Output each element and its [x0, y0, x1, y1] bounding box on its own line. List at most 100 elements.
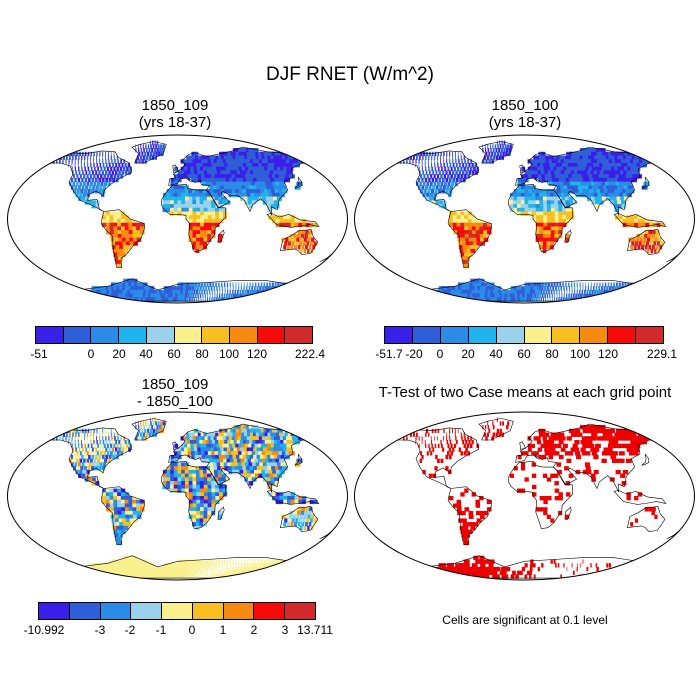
grid-cell [630, 219, 635, 224]
grid-cell [644, 507, 649, 512]
grid-cell [298, 241, 302, 246]
grid-cell [254, 181, 260, 186]
grid-cell [604, 574, 611, 579]
grid-cell [587, 297, 592, 302]
grid-cell [196, 204, 201, 209]
grid-cell [113, 507, 119, 512]
grid-cell [290, 499, 295, 505]
grid-cell [294, 222, 299, 228]
map-border [354, 134, 695, 304]
grid-cell [466, 245, 472, 250]
grid-cell [286, 215, 292, 220]
grid-cell [293, 510, 297, 516]
grid-cell [431, 159, 432, 164]
grid-cell [199, 196, 205, 201]
grid-cell [551, 174, 557, 179]
grid-cell [580, 440, 587, 445]
grid-cell [96, 451, 100, 456]
grid-cell [562, 297, 565, 302]
grid-cell [653, 241, 657, 246]
grid-cell [128, 222, 133, 228]
grid-cell [199, 200, 205, 205]
grid-cell [122, 522, 128, 527]
grid-cell [237, 570, 241, 575]
grid-cell [628, 237, 632, 242]
grid-cell [260, 559, 263, 564]
grid-cell [288, 451, 295, 456]
grid-cell [214, 289, 216, 295]
grid-cell [488, 159, 491, 164]
grid-cell [445, 454, 449, 460]
grid-cell [614, 189, 620, 194]
grid-cell [136, 559, 143, 564]
grid-cell [203, 230, 208, 235]
grid-cell [652, 230, 656, 235]
grid-cell [182, 289, 186, 295]
grid-cell [645, 219, 650, 224]
grid-cell [542, 289, 545, 295]
grid-cell [420, 189, 424, 194]
grid-cell [188, 207, 194, 213]
grid-cell [199, 481, 205, 486]
coastline-eurasia [168, 423, 317, 493]
grid-cell [105, 170, 108, 175]
grid-cell [177, 196, 182, 201]
grid-cell [450, 297, 460, 302]
grid-cell [84, 428, 87, 434]
grid-cell [212, 570, 213, 575]
grid-cell [631, 241, 635, 246]
grid-cell [568, 151, 575, 157]
grid-cell [553, 559, 556, 564]
grid-cell [229, 155, 236, 160]
grid-cell [207, 233, 212, 239]
grid-cell [155, 144, 158, 149]
grid-cell [187, 570, 190, 575]
grid-cell [654, 248, 657, 254]
grid-cell [461, 159, 463, 164]
colorbar-1-tick-label: 60 [167, 347, 181, 361]
grid-cell [184, 570, 188, 575]
grid-cell [184, 293, 188, 298]
grid-cell [75, 469, 79, 475]
grid-cell [203, 473, 208, 478]
grid-cell [84, 166, 86, 172]
grid-cell [93, 174, 96, 179]
grid-cell [407, 286, 418, 291]
grid-cell [197, 570, 199, 575]
grid-cell [218, 211, 224, 216]
grid-cell [132, 514, 138, 519]
grid-cell [211, 174, 216, 179]
grid-cell [264, 458, 271, 463]
grid-cell [273, 473, 279, 478]
grid-cell [446, 163, 449, 168]
grid-cell [99, 163, 102, 168]
grid-cell [224, 174, 230, 179]
grid-cell [467, 211, 473, 216]
grid-cell [114, 436, 116, 441]
coastline-greenland [478, 141, 514, 164]
grid-cell [191, 466, 197, 471]
grid-cell [249, 170, 256, 175]
grid-cell [246, 566, 250, 572]
grid-cell [307, 237, 311, 242]
grid-cell [578, 174, 584, 179]
grid-cell [203, 514, 208, 519]
grid-cell [113, 529, 119, 534]
grid-cell [424, 289, 434, 295]
grid-cell [603, 170, 610, 175]
grid-cell [84, 155, 86, 160]
grid-cell [648, 230, 653, 235]
grid-cell [109, 496, 114, 501]
grid-cell [247, 458, 253, 463]
grid-cell [258, 570, 263, 575]
grid-cell [191, 177, 196, 183]
grid-cell [620, 473, 626, 478]
grid-cell [251, 286, 253, 291]
grid-cell [196, 237, 201, 242]
grid-cell [472, 241, 478, 246]
grid-cell [538, 189, 544, 194]
grid-cell [158, 151, 161, 157]
grid-cell [196, 200, 201, 205]
grid-cell [554, 222, 560, 228]
grid-cell [416, 289, 426, 295]
